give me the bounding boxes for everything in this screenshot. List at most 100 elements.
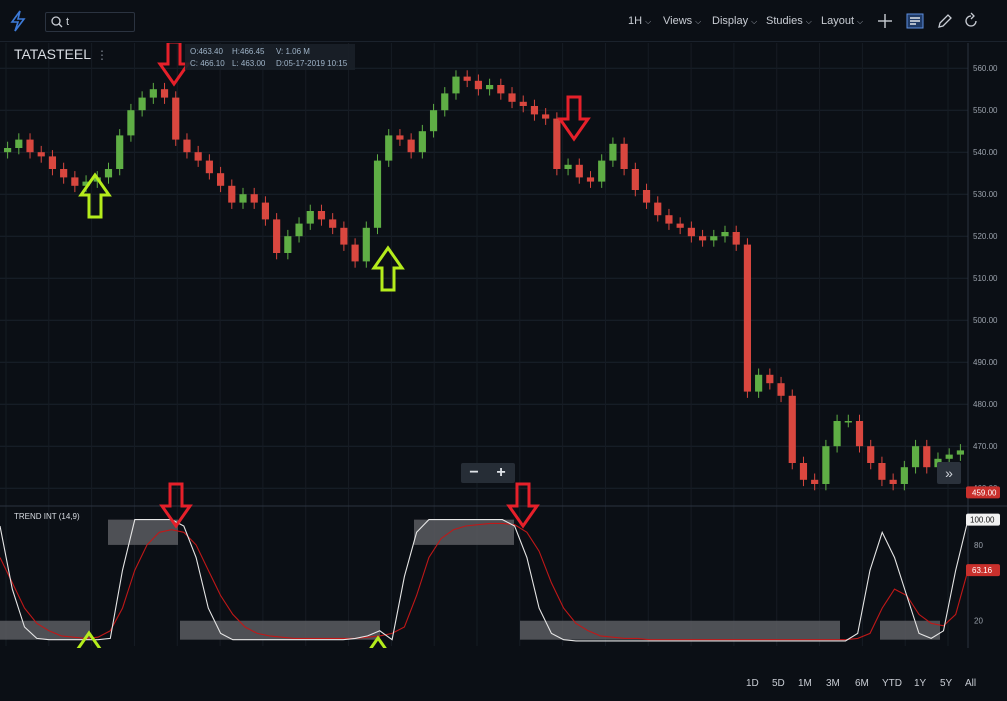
- candle-body: [755, 374, 763, 392]
- zoom-out-button[interactable]: −: [469, 464, 479, 481]
- oscillator-slow-line: [0, 522, 969, 641]
- candle-body: [71, 177, 79, 186]
- price-axis-tick: 470.00: [973, 442, 998, 451]
- chevron-down-icon: ⌵: [805, 17, 812, 26]
- range-button-5y[interactable]: 5Y: [940, 678, 953, 689]
- price-axis-tick: 550.00: [973, 106, 998, 115]
- candle-body: [889, 479, 897, 484]
- range-button-all[interactable]: All: [965, 678, 977, 689]
- zoom-in-button[interactable]: +: [496, 464, 506, 481]
- symbol-search-input[interactable]: t: [45, 12, 135, 32]
- candle-body: [642, 190, 651, 203]
- candle-body: [575, 164, 583, 178]
- candle-body: [396, 135, 404, 140]
- ohlc-tooltip: [185, 44, 355, 70]
- sell-signal-arrow: [557, 95, 591, 142]
- scroll-to-latest-button[interactable]: »: [937, 462, 961, 484]
- oscillator-axis-tick: 80: [974, 541, 983, 550]
- zoom-control: − +: [461, 463, 515, 483]
- candle-body: [553, 118, 561, 169]
- chart-svg[interactable]: 560.00 550.00 540.00 530.00 520.00 510.00 500.…: [0, 40, 1007, 682]
- candle-body: [329, 219, 337, 228]
- candle-body: [911, 446, 920, 468]
- draw-pencil-icon[interactable]: [936, 12, 954, 30]
- candle-body: [878, 463, 886, 480]
- candle-body: [743, 244, 752, 392]
- range-button-5d[interactable]: 5D: [772, 678, 785, 689]
- range-button-6m[interactable]: 6M: [855, 678, 869, 689]
- refresh-icon[interactable]: [962, 12, 980, 30]
- display-label: Display: [712, 15, 749, 27]
- candle-body: [665, 215, 673, 224]
- lower-band-fill: [180, 620, 380, 640]
- candle-body: [216, 173, 225, 186]
- candle-body: [732, 232, 740, 245]
- candle-body: [788, 395, 796, 463]
- candle-body: [183, 139, 191, 153]
- candle-body: [407, 139, 415, 153]
- candle-body: [194, 152, 202, 161]
- candle-body: [284, 236, 292, 253]
- candle-body: [317, 211, 326, 220]
- candle-body: [519, 101, 527, 106]
- candle-body: [609, 143, 617, 161]
- crosshair-icon[interactable]: [876, 12, 894, 30]
- views-menu[interactable]: Views ⌵: [663, 15, 701, 27]
- price-axis-tick: 500.00: [973, 316, 998, 325]
- candle-body: [160, 89, 169, 98]
- candle-body: [418, 131, 426, 153]
- chevron-down-icon: ⌵: [645, 17, 652, 26]
- layout-label: Layout: [821, 15, 855, 27]
- candle-body: [766, 374, 774, 384]
- oscillator-slow-tag: [966, 564, 1000, 577]
- candle-body: [822, 446, 830, 484]
- ohlc-close: C: 466.10: [190, 59, 225, 68]
- candle-body: [463, 76, 471, 81]
- candle-body: [956, 450, 964, 455]
- interval-menu[interactable]: 1H ⌵: [628, 15, 651, 27]
- lower-band-fill: [520, 620, 840, 640]
- layout-menu[interactable]: Layout ⌵: [821, 15, 863, 27]
- range-button-1d[interactable]: 1D: [746, 678, 759, 689]
- comment-icon[interactable]: [906, 12, 924, 30]
- upper-band-fill: [108, 519, 178, 545]
- studies-label: Studies: [766, 15, 803, 27]
- chart-area[interactable]: 560.00 550.00 540.00 530.00 520.00 510.00 500.…: [0, 40, 1007, 682]
- symbol-menu-icon[interactable]: ⋮: [96, 48, 108, 62]
- range-button-1m[interactable]: 1M: [798, 678, 812, 689]
- studies-menu[interactable]: Studies ⌵: [766, 15, 812, 27]
- candle-body: [228, 185, 236, 203]
- candle-body: [799, 463, 808, 480]
- candle-body: [542, 114, 550, 119]
- candle-body: [900, 467, 908, 484]
- ohlc-open: O:463.40: [190, 47, 223, 56]
- candle-body: [530, 106, 539, 115]
- buy-signal-arrow: [78, 172, 112, 219]
- display-menu[interactable]: Display ⌵: [712, 15, 757, 27]
- candle-body: [867, 446, 875, 463]
- search-icon: [51, 16, 63, 28]
- candle-body: [631, 169, 639, 190]
- last-price-label: 459.00: [972, 488, 997, 497]
- candle-body: [138, 97, 146, 111]
- candle-body: [340, 227, 348, 245]
- candle-body: [833, 421, 841, 447]
- price-axis-tick: 540.00: [973, 148, 998, 157]
- candle-body: [306, 211, 314, 224]
- candle-body: [385, 135, 393, 161]
- candle-body: [351, 244, 359, 262]
- candle-body: [205, 160, 213, 174]
- ohlc-low: L: 463.00: [232, 59, 266, 68]
- candle-body: [37, 152, 45, 157]
- candle-body: [172, 97, 180, 140]
- lightning-logo-icon[interactable]: [10, 10, 26, 32]
- range-button-1y[interactable]: 1Y: [914, 678, 927, 689]
- candle-body: [508, 93, 516, 102]
- ohlc-volume: V: 1.06 M: [276, 47, 310, 56]
- candle-body: [811, 479, 819, 484]
- chevron-down-icon: ⌵: [857, 17, 864, 26]
- range-button-ytd[interactable]: YTD: [882, 678, 902, 689]
- top-toolbar: t 1H ⌵ Views ⌵ Display ⌵ Studies ⌵ Layout ⌵: [0, 0, 1007, 42]
- range-button-3m[interactable]: 3M: [826, 678, 840, 689]
- symbol-title: TATASTEEL: [14, 46, 92, 62]
